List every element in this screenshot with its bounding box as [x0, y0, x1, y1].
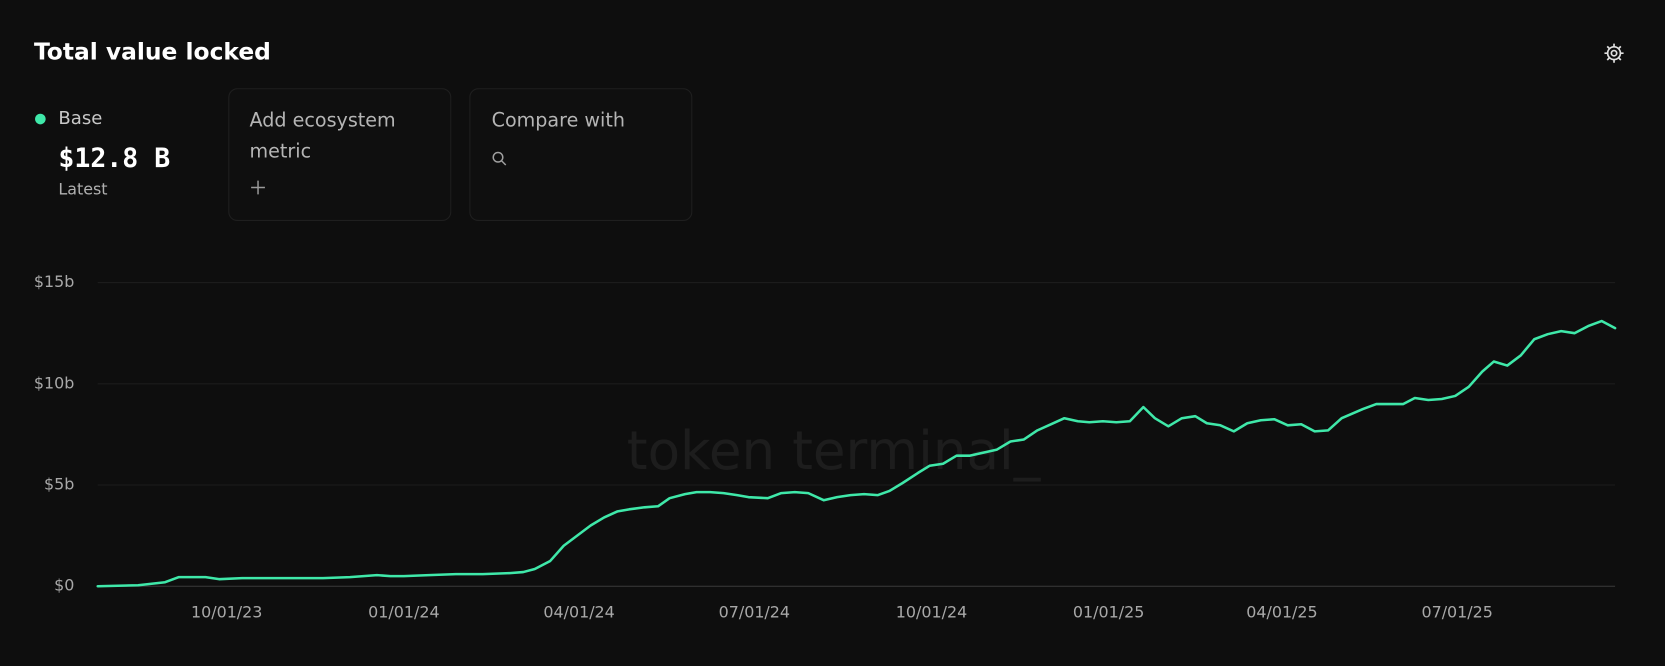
add-metric-label-box: Add ecosystem metric [249, 109, 396, 163]
compare-label: Compare with [492, 109, 625, 132]
x-tick-label: 01/01/24 [368, 602, 439, 621]
watermark: token terminal_ [627, 420, 1042, 482]
latest-value: $12.8 B [58, 143, 170, 174]
x-tick-label: 04/01/25 [1246, 602, 1317, 621]
add-metric-label: Add ecosystem metric [249, 109, 396, 163]
widget-title: Total value locked [34, 38, 271, 66]
settings-icon[interactable] [1604, 43, 1624, 63]
search-icon[interactable] [492, 151, 507, 166]
legend-label: Base [58, 108, 102, 129]
add-metric-card[interactable] [228, 88, 452, 221]
y-tick-label: $15b [34, 272, 74, 291]
y-tick-label: $5b [44, 475, 74, 494]
series-line [96, 319, 1617, 588]
x-tick-label: 10/01/24 [896, 602, 967, 621]
x-tick-label: 07/01/24 [719, 602, 790, 621]
y-tick-label: $0 [54, 576, 74, 595]
plus-icon[interactable] [251, 180, 265, 195]
y-tick-label: $10b [34, 373, 74, 392]
x-tick-label: 10/01/23 [191, 602, 262, 621]
x-tick-label: 01/01/25 [1073, 602, 1144, 621]
compare-card[interactable] [469, 88, 693, 221]
legend-dot [35, 113, 46, 125]
latest-note: Latest [58, 180, 107, 199]
x-tick-label: 07/01/25 [1421, 602, 1492, 621]
x-tick-label: 04/01/24 [543, 602, 614, 621]
